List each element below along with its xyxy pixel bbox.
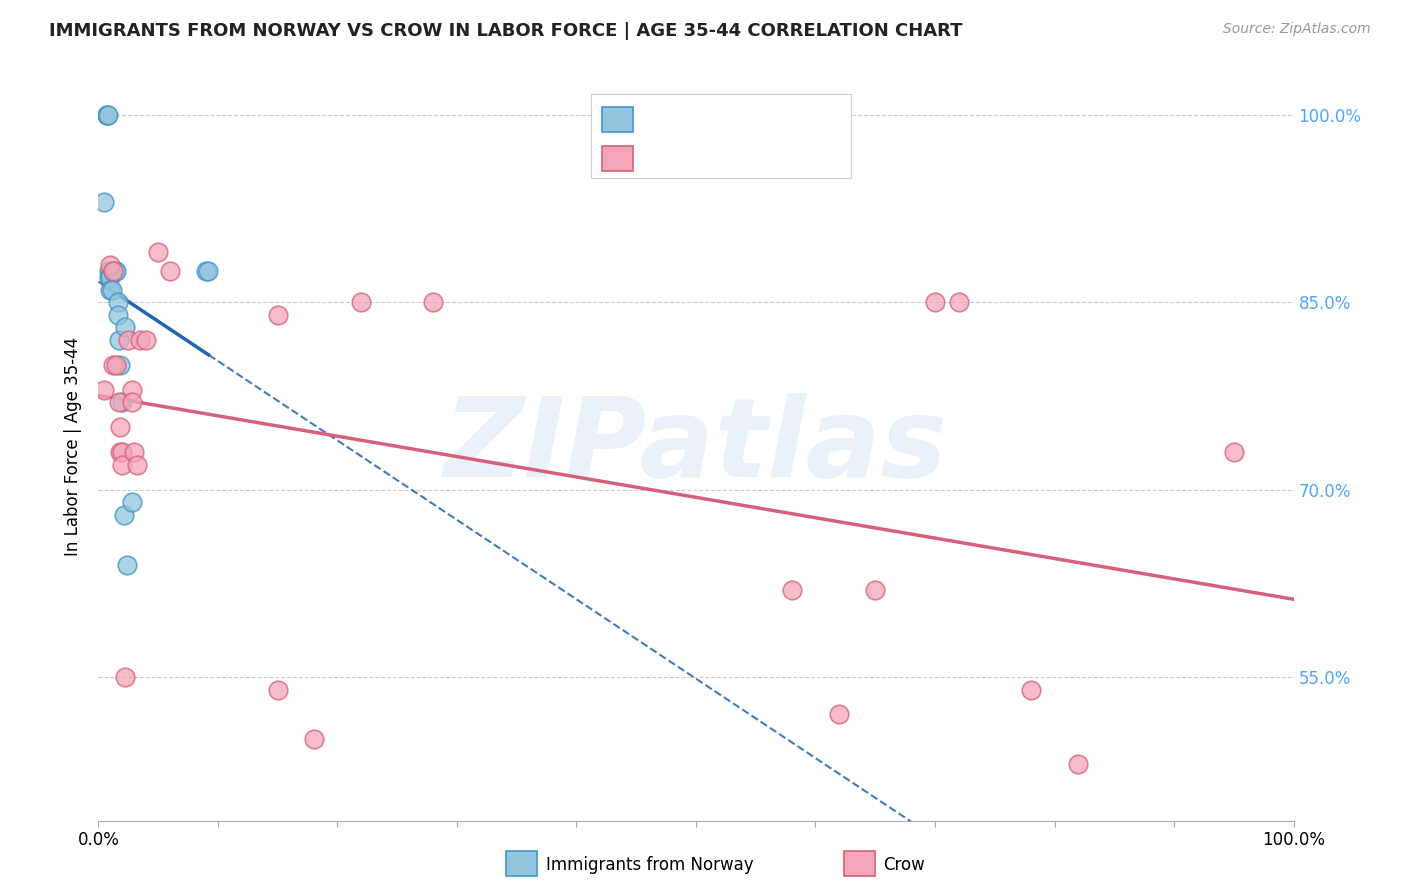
Point	[108, 420, 131, 434]
Point	[1019, 682, 1042, 697]
Text: Crow: Crow	[883, 856, 925, 874]
Point	[115, 558, 138, 572]
Text: R = -0.263   N = 33: R = -0.263 N = 33	[644, 150, 835, 168]
Point	[108, 445, 131, 459]
Point	[103, 264, 125, 278]
Point	[93, 383, 115, 397]
Point	[117, 333, 139, 347]
Point	[159, 264, 181, 278]
Point	[111, 445, 134, 459]
Point	[121, 383, 143, 397]
Text: IMMIGRANTS FROM NORWAY VS CROW IN LABOR FORCE | AGE 35-44 CORRELATION CHART: IMMIGRANTS FROM NORWAY VS CROW IN LABOR …	[49, 22, 963, 40]
Point	[112, 508, 135, 522]
Point	[111, 458, 134, 472]
Point	[948, 295, 970, 310]
Point	[98, 270, 122, 285]
Point	[98, 283, 122, 297]
Point	[197, 264, 219, 278]
Point	[107, 395, 129, 409]
Point	[135, 333, 157, 347]
Point	[111, 395, 134, 409]
Point	[98, 258, 122, 272]
Point	[114, 670, 136, 684]
Point	[108, 358, 131, 372]
Y-axis label: In Labor Force | Age 35-44: In Labor Force | Age 35-44	[63, 336, 82, 556]
Point	[101, 264, 124, 278]
Point	[195, 264, 218, 278]
Point	[148, 245, 170, 260]
Point	[107, 295, 129, 310]
Point	[302, 732, 325, 747]
Point	[422, 295, 444, 310]
Point	[828, 707, 851, 722]
Point	[121, 495, 143, 509]
Point	[267, 682, 290, 697]
Point	[129, 333, 152, 347]
Point	[924, 295, 946, 310]
Point	[121, 395, 143, 409]
Text: ZIPatlas: ZIPatlas	[444, 392, 948, 500]
Point	[97, 108, 120, 122]
Point	[267, 308, 290, 322]
Point	[107, 308, 129, 322]
Point	[105, 264, 128, 278]
Point	[101, 358, 124, 372]
Point	[96, 108, 118, 122]
Point	[101, 264, 124, 278]
Point	[1223, 445, 1246, 459]
Point	[1067, 757, 1090, 772]
Point	[780, 582, 803, 597]
Point	[100, 283, 122, 297]
Point	[98, 264, 121, 278]
Text: Immigrants from Norway: Immigrants from Norway	[546, 856, 754, 874]
Point	[98, 270, 121, 285]
Point	[103, 264, 125, 278]
Text: R =  0.013   N = 27: R = 0.013 N = 27	[644, 110, 835, 128]
Point	[107, 333, 129, 347]
Point	[125, 458, 148, 472]
Point	[865, 582, 887, 597]
Point	[101, 264, 124, 278]
Point	[105, 358, 128, 372]
Text: Source: ZipAtlas.com: Source: ZipAtlas.com	[1223, 22, 1371, 37]
Point	[124, 445, 146, 459]
Point	[114, 320, 136, 334]
Point	[104, 264, 127, 278]
Point	[96, 108, 118, 122]
Point	[104, 264, 127, 278]
Point	[93, 195, 115, 210]
Point	[350, 295, 373, 310]
